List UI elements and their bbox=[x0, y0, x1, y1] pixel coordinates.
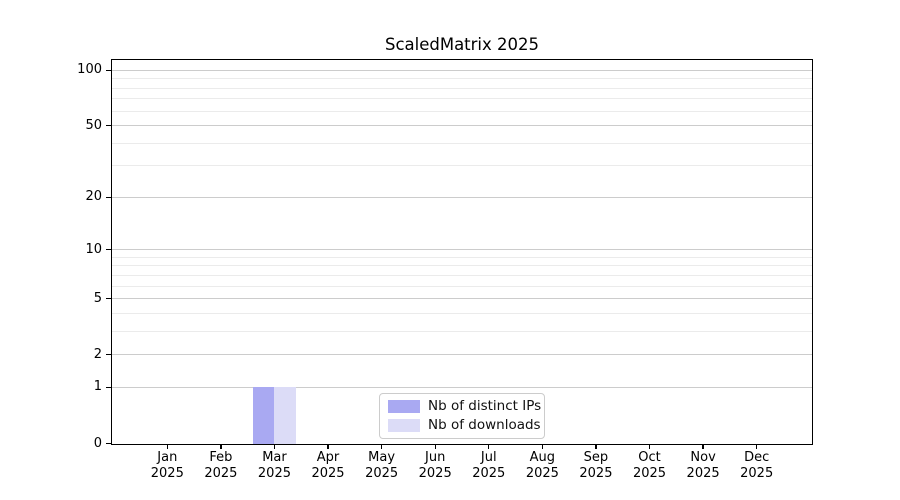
minor-gridline bbox=[112, 98, 812, 100]
legend-row: Nb of distinct IPs bbox=[388, 399, 541, 413]
x-tick-label: Feb 2025 bbox=[189, 450, 253, 481]
legend-swatch bbox=[388, 399, 420, 413]
x-tick-year: 2025 bbox=[418, 465, 452, 481]
y-tick-mark bbox=[106, 442, 111, 445]
x-tick-mark bbox=[648, 444, 651, 450]
y-tick-label: 0 bbox=[93, 435, 102, 451]
x-tick-label: Apr 2025 bbox=[296, 450, 360, 481]
minor-gridline bbox=[112, 265, 812, 267]
x-tick-year: 2025 bbox=[311, 465, 345, 481]
x-tick-year: 2025 bbox=[579, 465, 613, 481]
x-tick-month: Jan bbox=[157, 450, 178, 465]
x-tick-mark bbox=[702, 444, 704, 450]
chart-title: ScaledMatrix 2025 bbox=[384, 35, 540, 54]
major-gridline bbox=[112, 196, 812, 198]
x-tick-mark bbox=[541, 444, 544, 450]
x-tick-label: May 2025 bbox=[350, 450, 414, 481]
x-tick-label: Jul 2025 bbox=[457, 450, 521, 481]
x-tick-label: Oct 2025 bbox=[618, 450, 682, 481]
x-tick-mark bbox=[380, 444, 383, 450]
x-tick-label: Jan 2025 bbox=[135, 450, 199, 481]
x-tick-year: 2025 bbox=[257, 465, 291, 481]
legend-swatch bbox=[388, 418, 420, 432]
x-tick-mark bbox=[488, 444, 490, 450]
x-tick-year: 2025 bbox=[472, 465, 506, 481]
y-tick-mark bbox=[106, 386, 111, 389]
y-tick-label: 5 bbox=[93, 290, 102, 306]
x-tick-year: 2025 bbox=[204, 465, 238, 481]
x-tick-year: 2025 bbox=[525, 465, 559, 481]
minor-gridline bbox=[112, 165, 812, 167]
x-tick-mark bbox=[755, 444, 758, 450]
x-tick-mark bbox=[220, 444, 222, 450]
x-tick-label: Mar 2025 bbox=[242, 450, 306, 481]
x-tick-label: Dec 2025 bbox=[725, 450, 789, 481]
x-tick-month: Aug bbox=[529, 450, 556, 465]
x-tick-mark bbox=[166, 444, 168, 450]
x-tick-mark bbox=[327, 444, 329, 450]
major-gridline bbox=[112, 354, 812, 356]
minor-gridline bbox=[112, 274, 812, 276]
x-tick-month: Jul bbox=[480, 450, 497, 465]
x-tick-month: Nov bbox=[690, 450, 716, 465]
minor-gridline bbox=[112, 110, 812, 112]
x-tick-year: 2025 bbox=[740, 465, 774, 481]
x-tick-mark bbox=[595, 444, 597, 450]
x-tick-label: Sep 2025 bbox=[564, 450, 628, 481]
y-tick-label: 10 bbox=[85, 241, 102, 257]
y-tick-label: 1 bbox=[93, 379, 102, 395]
x-tick-year: 2025 bbox=[150, 465, 184, 481]
bar bbox=[253, 387, 275, 444]
x-tick-month: Sep bbox=[583, 450, 609, 465]
major-gridline bbox=[112, 69, 812, 71]
minor-gridline bbox=[112, 312, 812, 314]
y-tick-mark bbox=[106, 297, 111, 300]
x-tick-mark bbox=[273, 444, 276, 450]
x-tick-month: Jun bbox=[425, 450, 446, 465]
y-tick-label: 100 bbox=[77, 62, 102, 78]
x-tick-label: Aug 2025 bbox=[510, 450, 574, 481]
y-tick-label: 50 bbox=[85, 117, 102, 133]
minor-gridline bbox=[112, 285, 812, 287]
x-tick-year: 2025 bbox=[632, 465, 667, 481]
legend-label: Nb of distinct IPs bbox=[428, 398, 542, 414]
y-tick-mark bbox=[106, 354, 111, 356]
major-gridline bbox=[112, 386, 812, 388]
major-gridline bbox=[112, 249, 812, 251]
x-tick-month: Dec bbox=[744, 450, 770, 465]
x-tick-month: May bbox=[368, 450, 396, 465]
minor-gridline bbox=[112, 87, 812, 89]
x-tick-label: Jun 2025 bbox=[403, 450, 467, 481]
x-tick-label: Nov 2025 bbox=[671, 450, 735, 481]
minor-gridline bbox=[112, 142, 812, 144]
legend: Nb of distinct IPs Nb of downloads bbox=[379, 392, 545, 439]
x-tick-year: 2025 bbox=[365, 465, 399, 481]
y-tick-label: 20 bbox=[85, 189, 102, 205]
major-gridline bbox=[112, 125, 812, 127]
minor-gridline bbox=[112, 78, 812, 80]
y-tick-mark bbox=[106, 196, 111, 199]
x-tick-month: Oct bbox=[638, 450, 661, 465]
y-tick-mark bbox=[106, 248, 111, 251]
y-tick-mark bbox=[106, 125, 111, 127]
minor-gridline bbox=[112, 330, 812, 332]
bar bbox=[274, 387, 296, 444]
x-tick-mark bbox=[434, 444, 436, 450]
x-tick-month: Mar bbox=[262, 450, 287, 465]
x-tick-month: Feb bbox=[209, 450, 233, 465]
x-tick-year: 2025 bbox=[686, 465, 720, 481]
y-tick-label: 2 bbox=[93, 346, 102, 362]
x-tick-month: Apr bbox=[316, 450, 340, 465]
minor-gridline bbox=[112, 256, 812, 258]
legend-row: Nb of downloads bbox=[388, 418, 541, 432]
legend-label: Nb of downloads bbox=[428, 417, 541, 433]
y-tick-mark bbox=[106, 69, 111, 72]
major-gridline bbox=[112, 298, 812, 300]
